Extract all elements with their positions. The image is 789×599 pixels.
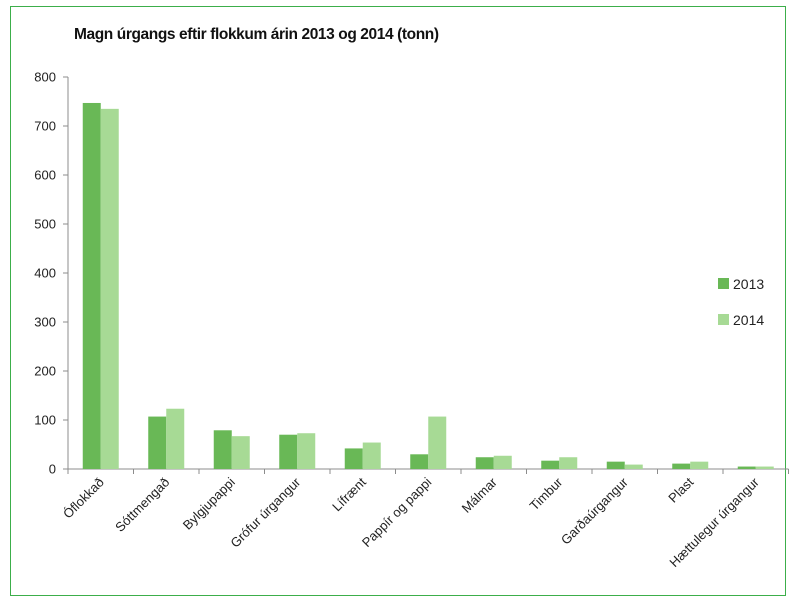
bar-2013 [148, 416, 167, 469]
bar-2013 [672, 463, 691, 469]
bar-2013 [410, 454, 429, 469]
x-tick-label: Bylgjupappi [180, 474, 238, 532]
y-tick-label: 700 [34, 119, 56, 134]
bar-2014 [624, 464, 643, 469]
y-tick-label: 200 [34, 364, 56, 379]
bar-2013 [344, 448, 363, 469]
legend-swatch-2014 [718, 314, 729, 325]
bar-2014 [362, 442, 381, 469]
chart-frame [10, 6, 786, 596]
bar-2014 [559, 457, 578, 469]
bar-2013 [279, 434, 298, 469]
bar-2014 [100, 108, 119, 469]
legend-label-2014: 2014 [733, 312, 764, 328]
bar-2013 [213, 430, 232, 469]
x-tick-label: Óflokkað [60, 475, 107, 522]
x-tick-label: Timbur [527, 474, 566, 513]
bar-2013 [737, 466, 756, 469]
y-tick-label: 100 [34, 413, 56, 428]
x-tick-label: Málmar [459, 474, 501, 516]
chart-title: Magn úrgangs eftir flokkum árin 2013 og … [74, 26, 439, 43]
bar-2013 [82, 102, 101, 469]
x-tick-label: Sóttmengað [112, 475, 172, 535]
bar-2013 [606, 461, 625, 469]
y-tick-label: 0 [49, 462, 56, 477]
bar-2014 [166, 408, 185, 469]
bar-2014 [297, 433, 316, 469]
y-tick-label: 400 [34, 266, 56, 281]
x-tick-label: Pappír og pappi [359, 474, 435, 550]
legend-swatch-2013 [718, 278, 729, 289]
x-tick-label: Grófur úrgangur [227, 474, 303, 550]
bar-2013 [475, 457, 494, 469]
y-tick-label: 500 [34, 217, 56, 232]
y-tick-label: 600 [34, 168, 56, 183]
bar-2014 [493, 455, 512, 469]
bar-2014 [428, 416, 447, 469]
x-tick-label: Plast [665, 474, 696, 505]
bar-2014 [231, 436, 250, 469]
y-tick-label: 800 [34, 70, 56, 85]
y-tick-label: 300 [34, 315, 56, 330]
x-tick-label: Lífrænt [329, 474, 369, 514]
bar-2014 [690, 461, 709, 469]
bar-2013 [541, 460, 560, 469]
x-tick-label: Garðaúrgangur [558, 474, 631, 547]
legend-label-2013: 2013 [733, 276, 764, 292]
bar-2014 [755, 466, 774, 469]
